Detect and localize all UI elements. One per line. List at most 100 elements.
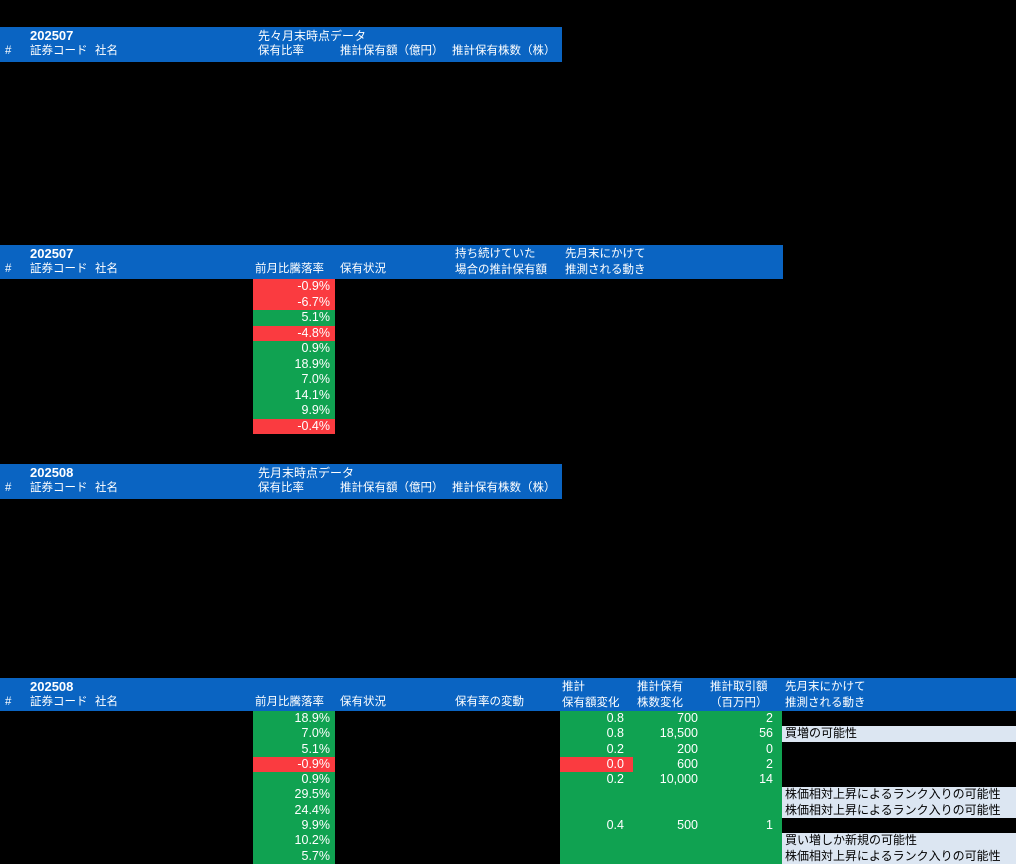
note-cell[interactable]: 買増の可能性 xyxy=(782,726,1016,742)
table-row: 9.9% 0.4 500 1 xyxy=(0,818,1016,834)
trade-amount-cell[interactable]: 0 xyxy=(705,741,782,757)
shares-change-cell[interactable]: 600 xyxy=(633,756,705,773)
column-header-company-name: 社名 xyxy=(95,482,118,494)
amount-change-cell[interactable]: 0.2 xyxy=(560,772,633,788)
note-cell[interactable]: 買い増しか新規の可能性 xyxy=(782,833,1016,849)
column-header-row-number: # xyxy=(5,45,12,57)
pct-change-cell[interactable]: 5.1% xyxy=(253,741,335,757)
pct-change-cell[interactable]: 9.9% xyxy=(253,818,335,834)
column-header-security-code: 証券コード xyxy=(30,263,88,275)
pct-change-cell[interactable]: 29.5% xyxy=(253,787,335,803)
column-header-holding-status: 保有状況 xyxy=(340,263,386,275)
trade-amount-cell[interactable]: 14 xyxy=(705,772,782,788)
column-header-if-held-amount: 持ち続けていた 場合の推計保有額 xyxy=(455,248,547,276)
note-cell[interactable]: 株価相対上昇によるランク入りの可能性 xyxy=(782,848,1016,864)
column-header-est-holding-shares: 推計保有株数（株） xyxy=(452,45,556,57)
note-cell[interactable] xyxy=(782,711,1016,726)
column-header-security-code: 証券コード xyxy=(30,482,88,494)
column-header-security-code: 証券コード xyxy=(30,696,88,708)
column-header-est-holding-amount: 推計保有額（億円） xyxy=(340,482,444,494)
pct-change-cell[interactable]: 18.9% xyxy=(253,711,335,727)
column-header-company-name: 社名 xyxy=(95,45,118,57)
mom-change-column-202507: -0.9% -6.7% 5.1% -4.8% 0.9% 18.9% 7.0% 1… xyxy=(253,279,335,434)
pct-change-cell[interactable]: 14.1% xyxy=(253,387,335,403)
amount-change-cell[interactable] xyxy=(560,848,633,864)
column-header-mom-change: 前月比騰落率 xyxy=(255,263,324,275)
section-title: 202507 xyxy=(30,246,74,261)
pct-change-cell[interactable]: -0.4% xyxy=(253,418,335,434)
section-subtitle: 先月末時点データ xyxy=(258,466,355,480)
trade-amount-cell[interactable]: 56 xyxy=(705,726,782,742)
note-cell[interactable] xyxy=(782,818,1016,833)
trade-amount-cell[interactable] xyxy=(705,787,782,803)
column-header-est-shares-change: 推計保有 株数変化 xyxy=(637,681,683,709)
trade-amount-cell[interactable]: 1 xyxy=(705,818,782,834)
pct-change-cell[interactable]: 10.2% xyxy=(253,833,335,849)
table-row: 10.2% 買い増しか新規の可能性 xyxy=(0,833,1016,849)
shares-change-cell[interactable]: 700 xyxy=(633,711,705,727)
table-row: 0.9% 0.2 10,000 14 xyxy=(0,772,1016,788)
note-cell[interactable] xyxy=(782,742,1016,757)
column-header-est-amount-change: 推計 保有額変化 xyxy=(562,681,620,709)
pct-change-cell[interactable]: 24.4% xyxy=(253,802,335,819)
pct-change-cell[interactable]: 0.9% xyxy=(253,341,335,357)
amount-change-cell[interactable]: 0.2 xyxy=(560,741,633,757)
table-row: 24.4% 株価相対上昇によるランク入りの可能性 xyxy=(0,802,1016,819)
column-header-est-trade-amount: 推計取引額 （百万円） xyxy=(710,681,768,709)
shares-change-cell[interactable]: 10,000 xyxy=(633,772,705,788)
note-cell[interactable]: 株価相対上昇によるランク入りの可能性 xyxy=(782,802,1016,819)
amount-change-cell[interactable]: 0.0 xyxy=(560,756,633,773)
amount-change-cell[interactable]: 0.8 xyxy=(560,726,633,742)
pct-change-cell[interactable]: 0.9% xyxy=(253,772,335,788)
section-title: 202508 xyxy=(30,465,74,480)
pct-change-cell[interactable]: 7.0% xyxy=(253,726,335,742)
trade-amount-cell[interactable] xyxy=(705,833,782,849)
trade-amount-cell[interactable] xyxy=(705,802,782,819)
shares-change-cell[interactable] xyxy=(633,787,705,803)
trade-amount-cell[interactable]: 2 xyxy=(705,756,782,773)
amount-change-cell[interactable]: 0.8 xyxy=(560,711,633,727)
column-header-predicted-move: 先月末にかけて 推測される動き xyxy=(785,681,866,709)
column-header-row-number: # xyxy=(5,482,12,494)
column-header-security-code: 証券コード xyxy=(30,45,88,57)
table-row: 7.0% 0.8 18,500 56 買増の可能性 xyxy=(0,726,1016,742)
column-header-mom-change: 前月比騰落率 xyxy=(255,696,324,708)
pct-change-cell[interactable]: -6.7% xyxy=(253,294,335,310)
column-header-row-number: # xyxy=(5,263,12,275)
column-header-predicted-move: 先月末にかけて 推測される動き xyxy=(565,248,646,276)
amount-change-cell[interactable] xyxy=(560,802,633,819)
table-header-202508-snapshot: 202508 先月末時点データ # 証券コード 社名 保有比率 推計保有額（億円… xyxy=(0,464,562,499)
shares-change-cell[interactable]: 500 xyxy=(633,818,705,834)
pct-change-cell[interactable]: 7.0% xyxy=(253,372,335,388)
pct-change-cell[interactable]: -0.9% xyxy=(253,756,335,773)
amount-change-cell[interactable]: 0.4 xyxy=(560,818,633,834)
amount-change-cell[interactable] xyxy=(560,787,633,803)
table-row: 18.9% 0.8 700 2 xyxy=(0,711,1016,727)
pct-change-cell[interactable]: 9.9% xyxy=(253,403,335,419)
column-header-ratio-variation: 保有率の変動 xyxy=(455,696,524,708)
note-cell[interactable]: 株価相対上昇によるランク入りの可能性 xyxy=(782,787,1016,803)
note-cell[interactable] xyxy=(782,772,1016,787)
amount-change-cell[interactable] xyxy=(560,833,633,849)
table-row: -0.9% 0.0 600 2 xyxy=(0,756,1016,773)
note-cell[interactable] xyxy=(782,757,1016,772)
pct-change-cell[interactable]: -0.9% xyxy=(253,279,335,295)
trade-amount-cell[interactable] xyxy=(705,848,782,864)
shares-change-cell[interactable] xyxy=(633,833,705,849)
pct-change-cell[interactable]: 5.7% xyxy=(253,848,335,864)
column-header-holding-ratio: 保有比率 xyxy=(258,482,304,494)
shares-change-cell[interactable] xyxy=(633,802,705,819)
column-header-est-holding-amount: 推計保有額（億円） xyxy=(340,45,444,57)
section-title: 202507 xyxy=(30,28,74,43)
pct-change-cell[interactable]: 5.1% xyxy=(253,310,335,326)
column-header-holding-status: 保有状況 xyxy=(340,696,386,708)
shares-change-cell[interactable]: 200 xyxy=(633,741,705,757)
trade-amount-cell[interactable]: 2 xyxy=(705,711,782,727)
section-subtitle: 先々月末時点データ xyxy=(258,29,367,43)
pct-change-cell[interactable]: 18.9% xyxy=(253,356,335,372)
column-header-company-name: 社名 xyxy=(95,263,118,275)
pct-change-cell[interactable]: -4.8% xyxy=(253,325,335,341)
column-header-holding-ratio: 保有比率 xyxy=(258,45,304,57)
shares-change-cell[interactable]: 18,500 xyxy=(633,726,705,742)
shares-change-cell[interactable] xyxy=(633,848,705,864)
